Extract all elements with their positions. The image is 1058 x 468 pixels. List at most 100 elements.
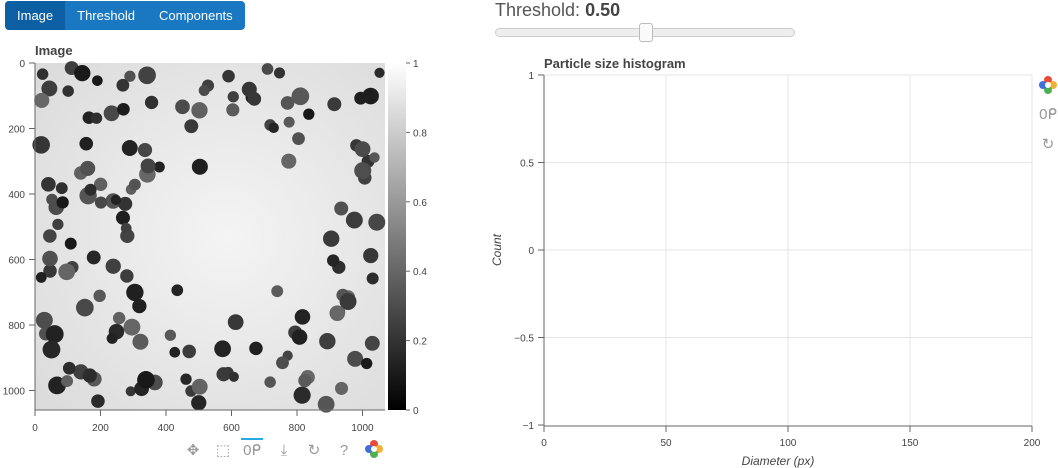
reset-icon[interactable]: ↻	[307, 442, 321, 459]
image-plot[interactable]: 0 200 400 600 800 1000 0 200 400 600 800 1000 1 0.8…	[0, 56, 430, 456]
tab-threshold[interactable]: Threshold	[77, 8, 135, 23]
histogram-ytick-label: −1	[523, 421, 535, 432]
particle	[169, 346, 181, 358]
particle	[153, 161, 165, 173]
histogram-ylabel: Count	[490, 233, 504, 266]
particle	[112, 311, 126, 325]
save-icon[interactable]: ⤓	[280, 442, 288, 459]
colorbar-tick-label: 0.2	[413, 337, 427, 348]
threshold-label: Threshold: 0.50	[495, 0, 620, 21]
tab-components[interactable]: Components	[158, 8, 233, 23]
histogram-ytick-label: 0.5	[520, 159, 534, 170]
particle	[116, 78, 130, 92]
histogram-ytick-label: −0.5	[514, 334, 534, 345]
particle	[46, 193, 58, 206]
particle	[128, 178, 141, 191]
image-ytick-label: 400	[8, 190, 25, 201]
particle	[323, 230, 340, 247]
image-xtick-label: 0	[32, 423, 38, 434]
particle	[261, 63, 274, 75]
particle	[191, 102, 208, 119]
tab-image[interactable]: Image	[5, 1, 66, 30]
help-icon[interactable]: ?	[339, 442, 349, 459]
threshold-slider[interactable]	[495, 23, 795, 42]
histogram-xtick-label: 50	[660, 438, 672, 449]
box-zoom-icon[interactable]: ⬚	[215, 442, 231, 459]
particle	[75, 298, 94, 317]
image-ytick-label: 600	[8, 256, 25, 267]
bokeh-logo-icon[interactable]	[364, 439, 384, 459]
image-ytick-label: 200	[8, 125, 25, 136]
colorbar-tick-label: 0.6	[413, 198, 427, 209]
image-xtick-label: 400	[158, 423, 175, 434]
histogram-xtick-label: 100	[780, 438, 797, 449]
particle	[361, 357, 373, 370]
particle	[294, 309, 311, 325]
particle	[171, 284, 184, 297]
particle	[120, 222, 132, 234]
particle	[61, 375, 74, 388]
particle	[137, 371, 155, 389]
wheel-zoom-icon[interactable]: 0ᑭ	[241, 438, 263, 462]
particle	[214, 340, 231, 358]
particle	[354, 162, 372, 180]
histogram-wheel-zoom-icon[interactable]: 0ᑭ	[1039, 106, 1057, 123]
particles	[32, 61, 386, 413]
particle	[339, 293, 357, 310]
particle	[41, 176, 56, 192]
particle	[291, 329, 308, 345]
image-xtick-label: 800	[289, 423, 306, 434]
particle	[347, 350, 364, 367]
histogram-ytick-label: 0	[528, 246, 534, 257]
particle	[103, 105, 120, 122]
particle	[62, 361, 76, 375]
threshold-slider-handle[interactable]	[639, 23, 653, 42]
particle	[374, 67, 385, 78]
particle	[281, 153, 297, 169]
histogram-title: Particle size histogram	[544, 56, 686, 71]
particle	[110, 194, 122, 205]
image-ytick-label: 800	[8, 321, 25, 332]
particle	[264, 376, 276, 388]
particle	[184, 119, 199, 134]
particle	[319, 332, 336, 350]
histogram-xlabel: Diameter (px)	[742, 454, 815, 468]
particle	[222, 69, 235, 83]
histogram-plot[interactable]: 1 0.5 0 −0.5 −1 0 50 100 150 200 Diameter (px) C…	[488, 58, 1048, 468]
particle	[138, 66, 156, 85]
image-xtick-label: 1000	[351, 423, 374, 434]
particle	[92, 75, 103, 86]
colorbar-tick-label: 0	[413, 406, 419, 417]
histogram-bokeh-logo-icon[interactable]	[1038, 75, 1058, 95]
particle	[90, 112, 103, 124]
particle	[35, 272, 47, 283]
histogram-ytick-label: 1	[528, 71, 534, 82]
particle	[55, 182, 68, 195]
particle	[117, 102, 130, 116]
particle	[180, 373, 192, 385]
particle	[58, 263, 76, 281]
particle	[115, 210, 130, 225]
particle	[105, 258, 121, 274]
particle	[140, 158, 156, 174]
particle	[52, 218, 64, 231]
pan-icon[interactable]: ✥	[186, 442, 200, 459]
particle	[36, 68, 49, 80]
particle	[35, 311, 53, 329]
particle	[327, 97, 342, 112]
particle	[94, 196, 108, 209]
particle	[198, 84, 210, 96]
histogram-reset-icon[interactable]: ↻	[1041, 136, 1055, 153]
tab-bar: Image Threshold Components	[5, 1, 245, 30]
particle	[106, 332, 118, 344]
particle	[80, 160, 96, 176]
particle	[292, 132, 305, 145]
particle	[268, 122, 279, 134]
particle	[34, 92, 50, 108]
image-title: Image	[35, 43, 73, 58]
colorbar-tick-label: 0.4	[413, 267, 427, 278]
colorbar-tick-label: 0.8	[413, 128, 427, 139]
particle	[32, 136, 50, 154]
particle	[124, 70, 136, 82]
particle	[227, 91, 239, 103]
